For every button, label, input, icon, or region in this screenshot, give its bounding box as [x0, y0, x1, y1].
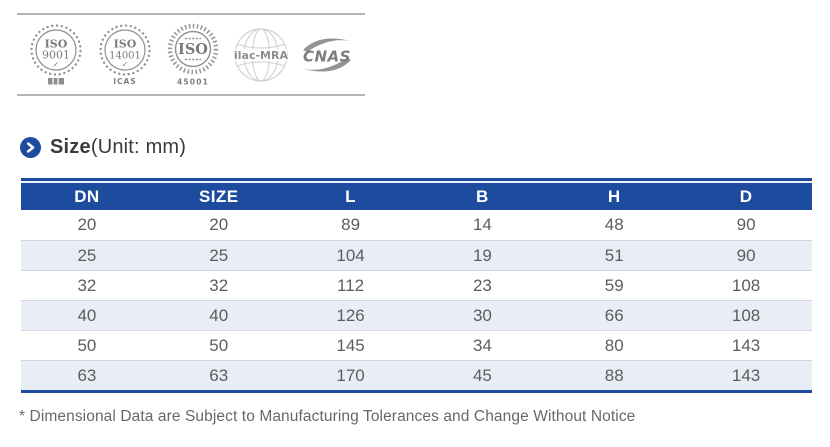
- size-table-header: DN SIZE L B H D: [21, 181, 812, 210]
- cell: 59: [548, 270, 681, 300]
- cell: 14: [472, 215, 492, 234]
- cell: 20: [77, 215, 97, 234]
- cell: 145: [284, 330, 417, 360]
- iso-14001-line1: ISO: [113, 37, 136, 50]
- table-row: 40 40 126 30 66 108: [21, 300, 812, 330]
- cell: 45: [416, 360, 549, 390]
- column-l: L: [284, 181, 417, 210]
- cell: 32: [21, 270, 153, 300]
- icas-label: ICAS: [113, 77, 137, 86]
- ilac-mra-label: ilac-MRA: [234, 49, 288, 62]
- iso-14001-certification-icon: ISO 14001 ✓ ICAS: [99, 24, 150, 86]
- iso-9001-line2: 9001: [42, 48, 70, 61]
- certifications-strip: ISO 9001 ✓ ISO 14001 ✓ ICAS ISO 45001: [17, 13, 365, 96]
- page-title: Size(Unit: mm): [50, 136, 186, 159]
- checkmark-icon: ✓: [53, 60, 60, 69]
- cell: 32: [152, 270, 285, 300]
- table-row: 32 32 112 23 59 108: [21, 270, 812, 300]
- cell: 90: [680, 240, 812, 270]
- cell: 108: [680, 300, 812, 330]
- iso-45001-number: 45001: [177, 77, 209, 86]
- header-row: DN SIZE L B H D: [21, 181, 812, 210]
- cell: 143: [680, 330, 812, 360]
- size-table-body: 20 20 89 14 48 90 25 25 104 19 51 90 32 …: [21, 210, 812, 390]
- cell: 89: [341, 215, 361, 234]
- ilac-mra-certification-icon: ilac-MRA: [234, 27, 288, 82]
- cell: 50: [21, 330, 153, 360]
- cell: 126: [284, 300, 417, 330]
- column-h: H: [548, 181, 681, 210]
- size-table: DN SIZE L B H D 20 20 89 14 48 90 25 25 …: [21, 178, 812, 393]
- cell: 63: [152, 360, 285, 390]
- section-heading: Size(Unit: mm): [20, 136, 186, 159]
- iso-9001-line1: ISO: [45, 37, 68, 50]
- cnas-certification-icon: CNAS: [303, 37, 351, 72]
- cell: 30: [416, 300, 549, 330]
- table-row: 25 25 104 19 51 90: [21, 240, 812, 270]
- size-title: Size: [50, 136, 91, 158]
- dimensional-footnote: * Dimensional Data are Subject to Manufa…: [19, 408, 636, 425]
- iso-9001-certification-icon: ISO 9001 ✓: [30, 24, 82, 84]
- iso-45001-certification-icon: ISO 45001: [167, 23, 219, 86]
- column-size: SIZE: [152, 181, 285, 210]
- chevron-right-circle-icon: [20, 137, 41, 158]
- cell: 112: [284, 270, 417, 300]
- iso-45001-center: ISO: [178, 41, 208, 58]
- cell: 108: [680, 270, 812, 300]
- cell: 66: [548, 300, 681, 330]
- cell: 50: [152, 330, 285, 360]
- cell: 48: [604, 215, 624, 234]
- cell: 25: [21, 240, 153, 270]
- cell: 170: [284, 360, 417, 390]
- table-row: 20 20 89 14 48 90: [21, 210, 812, 240]
- cell: 34: [416, 330, 549, 360]
- cell: 90: [736, 215, 756, 234]
- cell: 63: [21, 360, 153, 390]
- cell: 40: [152, 300, 285, 330]
- table-row: 50 50 145 34 80 143: [21, 330, 812, 360]
- column-d: D: [680, 181, 812, 210]
- cnas-label: CNAS: [303, 47, 351, 65]
- cell: 104: [284, 240, 417, 270]
- cell: 19: [416, 240, 549, 270]
- unit-note: (Unit: mm): [90, 136, 187, 158]
- table-row: 63 63 170 45 88 143: [21, 360, 812, 390]
- iso-14001-line2: 14001: [109, 50, 141, 61]
- cell: 25: [152, 240, 285, 270]
- cell: 23: [416, 270, 549, 300]
- sgs-mark-icon: [48, 77, 64, 84]
- cell: 20: [209, 215, 229, 234]
- checkmark-icon: ✓: [121, 60, 128, 69]
- cell: 40: [21, 300, 153, 330]
- column-b: B: [416, 181, 549, 210]
- cell: 143: [680, 360, 812, 390]
- cell: 88: [548, 360, 681, 390]
- cell: 80: [548, 330, 681, 360]
- column-dn: DN: [21, 181, 153, 210]
- cell: 51: [548, 240, 681, 270]
